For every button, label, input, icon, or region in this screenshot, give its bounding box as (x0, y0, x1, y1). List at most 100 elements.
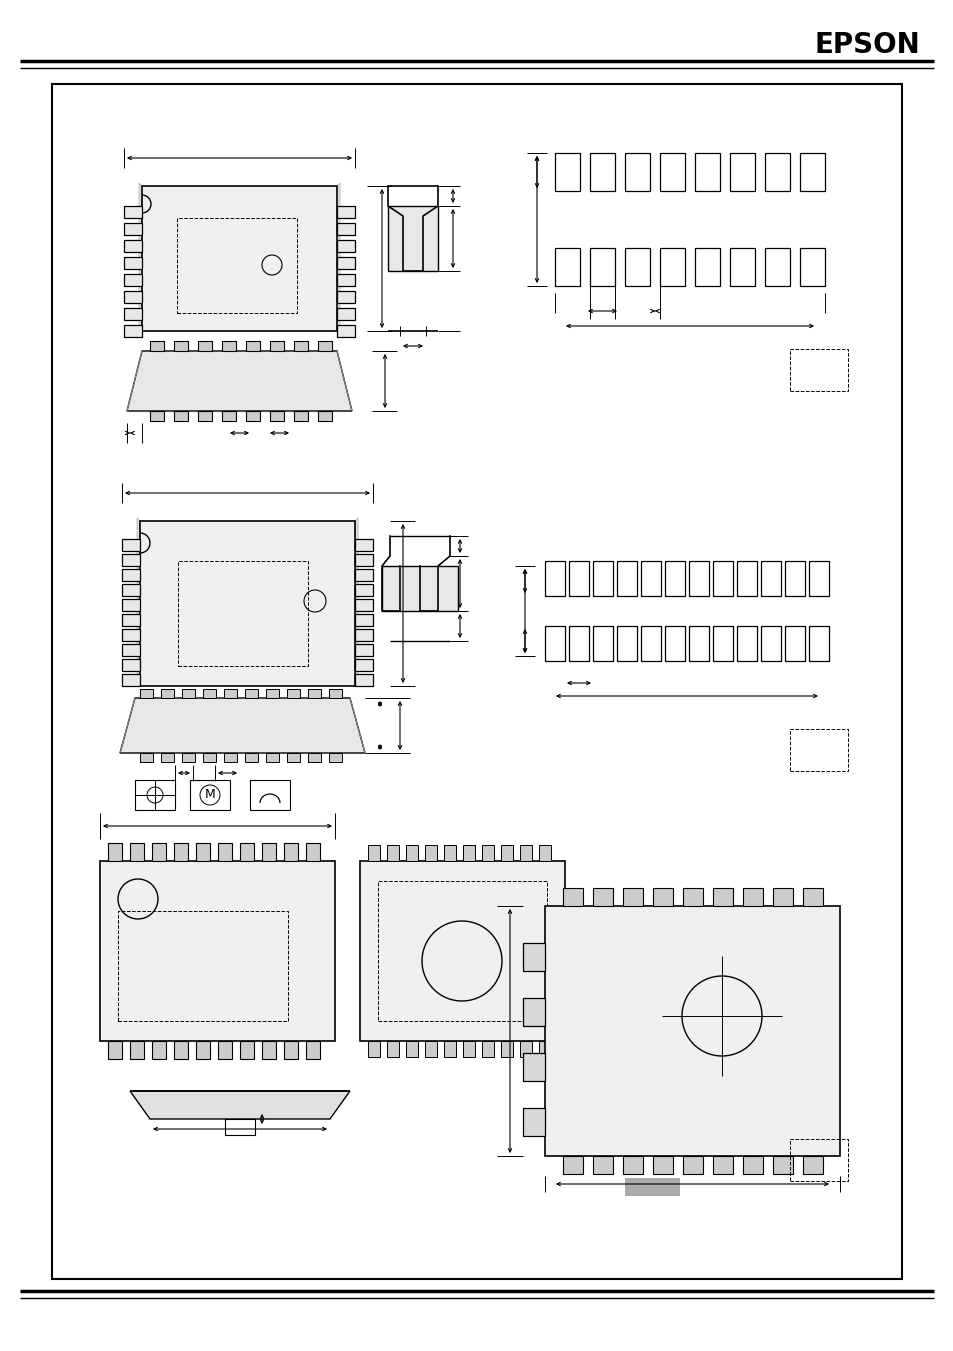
Bar (306, 843, 319, 861)
Bar (764, 249, 789, 286)
Bar (122, 569, 140, 581)
Bar (306, 1042, 319, 1059)
Polygon shape (355, 517, 357, 686)
Bar (802, 888, 822, 907)
Bar (562, 888, 582, 907)
Bar (336, 326, 355, 336)
Bar (284, 1042, 297, 1059)
Bar (150, 411, 164, 422)
Bar (173, 411, 188, 422)
Bar (218, 843, 232, 861)
Bar (130, 843, 144, 861)
Bar (355, 598, 373, 611)
Bar (294, 340, 308, 351)
Bar (688, 626, 708, 661)
Bar (124, 240, 142, 253)
Bar (593, 1156, 613, 1174)
Bar (664, 561, 684, 596)
Bar (222, 411, 235, 422)
Bar (124, 257, 142, 269)
Bar (218, 1042, 232, 1059)
Bar (317, 411, 332, 422)
Bar (270, 411, 284, 422)
Bar (622, 888, 642, 907)
Bar (789, 1139, 847, 1181)
Bar (240, 843, 253, 861)
Bar (130, 1042, 144, 1059)
Bar (262, 843, 275, 861)
Bar (368, 1042, 379, 1056)
Bar (800, 249, 824, 286)
Bar (617, 561, 637, 596)
Bar (122, 674, 140, 686)
Bar (617, 626, 637, 661)
Bar (555, 153, 579, 190)
Bar (224, 753, 236, 762)
Bar (640, 626, 660, 661)
Bar (222, 340, 235, 351)
Bar (203, 689, 215, 698)
Bar (336, 240, 355, 253)
Polygon shape (127, 351, 352, 411)
Bar (287, 753, 299, 762)
Bar (519, 1042, 532, 1056)
Bar (355, 644, 373, 657)
Bar (152, 843, 166, 861)
Bar (122, 598, 140, 611)
Bar (784, 561, 804, 596)
Bar (355, 659, 373, 671)
Bar (245, 753, 257, 762)
Bar (140, 753, 152, 762)
Bar (742, 1156, 762, 1174)
Bar (355, 584, 373, 596)
Bar (522, 1108, 544, 1136)
Bar (336, 290, 355, 303)
Bar (568, 561, 588, 596)
Bar (178, 561, 308, 666)
Bar (266, 753, 278, 762)
Bar (659, 249, 684, 286)
Bar (124, 290, 142, 303)
Bar (682, 888, 702, 907)
Bar (124, 223, 142, 235)
Bar (593, 561, 613, 596)
Bar (688, 561, 708, 596)
Polygon shape (130, 1092, 350, 1119)
Bar (173, 1042, 188, 1059)
Bar (712, 888, 732, 907)
Bar (377, 881, 546, 1021)
Bar (294, 411, 308, 422)
Bar (124, 308, 142, 320)
Bar (203, 753, 215, 762)
Bar (802, 1156, 822, 1174)
Bar (108, 843, 122, 861)
Bar (789, 349, 847, 390)
Bar (772, 1156, 792, 1174)
Bar (555, 249, 579, 286)
Bar (287, 689, 299, 698)
Bar (682, 1156, 702, 1174)
Bar (737, 626, 757, 661)
Bar (368, 844, 379, 861)
Bar (522, 1052, 544, 1081)
Bar (308, 753, 320, 762)
Bar (336, 308, 355, 320)
Bar (760, 626, 781, 661)
Bar (250, 780, 290, 811)
Bar (108, 1042, 122, 1059)
Bar (544, 626, 564, 661)
Bar (500, 844, 513, 861)
Bar (462, 1042, 475, 1056)
Bar (712, 1156, 732, 1174)
Bar (161, 689, 173, 698)
Bar (124, 326, 142, 336)
Bar (481, 844, 494, 861)
Text: EPSON: EPSON (814, 31, 919, 59)
Bar (52, 84, 901, 1279)
Polygon shape (336, 182, 339, 331)
Bar (772, 888, 792, 907)
Bar (122, 613, 140, 626)
Bar (729, 249, 754, 286)
Bar (593, 626, 613, 661)
Bar (317, 340, 332, 351)
